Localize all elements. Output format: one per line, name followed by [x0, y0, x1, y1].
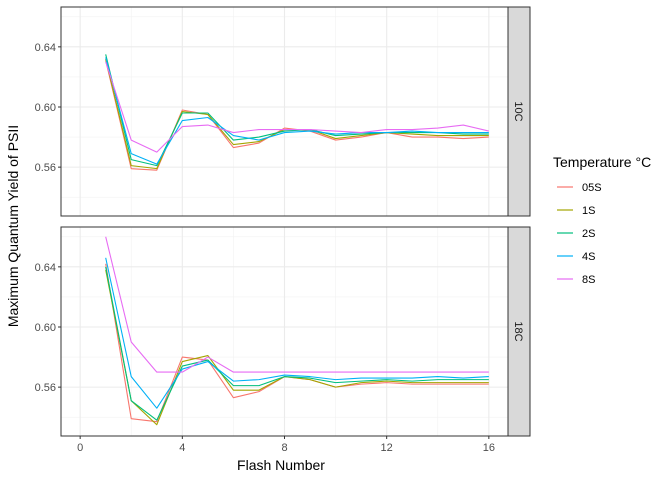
series-line-2S [105, 266, 489, 421]
series-line-8S [105, 236, 489, 373]
legend-label-1S: 1S [582, 205, 595, 217]
x-axis-title: Flash Number [237, 457, 325, 473]
x-tick-label: 0 [77, 442, 83, 454]
series-line-8S [105, 61, 489, 153]
y-tick-label: 0.60 [35, 102, 56, 114]
legend-items: 05S 1S 2S 4S 8S [557, 182, 602, 286]
legend-title: Temperature °C [553, 154, 651, 170]
y-axis-title: Maximum Quantum Yield of PSII [5, 125, 21, 327]
x-tick-label: 8 [281, 442, 287, 454]
x-tick-label: 4 [179, 442, 185, 454]
series-line-4S [105, 57, 489, 165]
legend-label-05S: 05S [582, 182, 602, 194]
facet-strip-label: 18C [512, 321, 524, 341]
series-line-4S [105, 257, 489, 409]
y-tick-label: 0.64 [35, 262, 56, 274]
x-tick-label: 12 [381, 442, 393, 454]
facet-strip [507, 226, 531, 437]
y-tick-label: 0.64 [35, 42, 56, 54]
y-tick-label: 0.56 [35, 162, 56, 174]
legend: Temperature °C 05S 1S 2S 4S 8S [553, 154, 651, 286]
legend-label-2S: 2S [582, 228, 595, 240]
panel-18C: 0.56 0.60 0.64 18C [35, 226, 531, 437]
x-axis: 0 4 8 12 16 [77, 436, 495, 454]
panels: 0.56 0.60 0.64 10C 0.56 0.60 0.64 18C [35, 6, 531, 437]
facet-strip [507, 6, 531, 217]
y-tick-label: 0.56 [35, 382, 56, 394]
x-tick-label: 16 [483, 442, 495, 454]
legend-label-8S: 8S [582, 274, 595, 286]
y-tick-label: 0.60 [35, 322, 56, 334]
panel-10C: 0.56 0.60 0.64 10C [35, 6, 531, 217]
legend-label-4S: 4S [582, 251, 595, 263]
facet-strip-label: 10C [512, 101, 524, 121]
